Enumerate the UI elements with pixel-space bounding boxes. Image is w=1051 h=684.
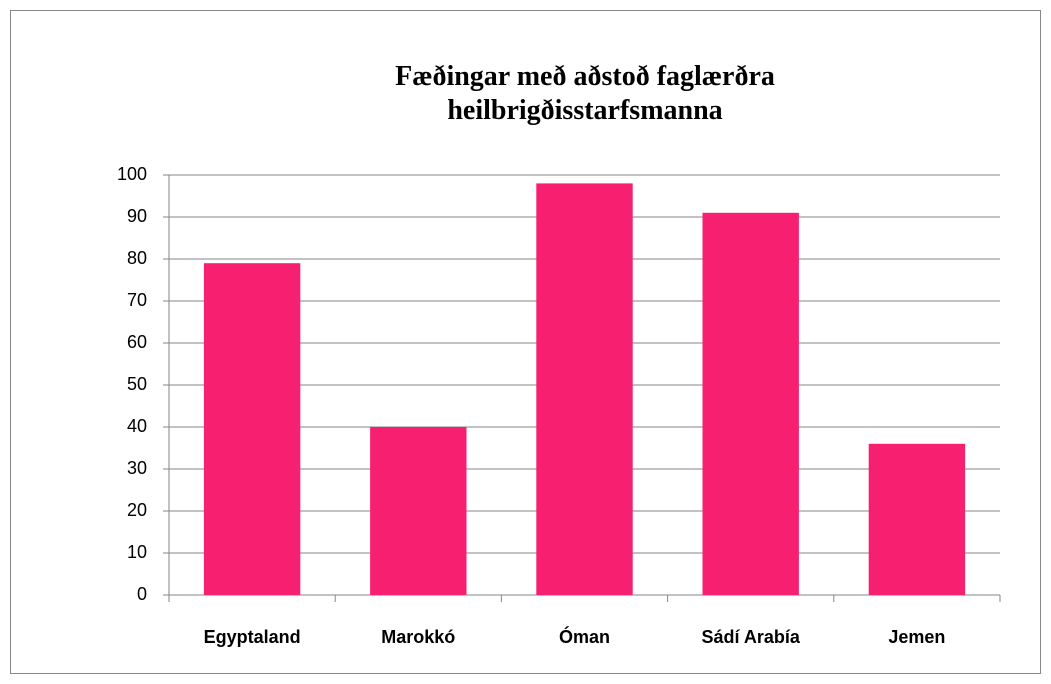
x-tick-label: Jemen <box>888 627 945 647</box>
y-tick-label: 80 <box>127 248 147 268</box>
y-tick-label: 90 <box>127 206 147 226</box>
chart-title: Fæðingar með aðstoð faglærðra heilbrigði… <box>395 61 775 126</box>
x-tick-label: Sádí Arabía <box>702 627 801 647</box>
bar <box>370 427 467 595</box>
bar <box>868 443 966 595</box>
y-tick-label: 50 <box>127 374 147 394</box>
x-tick-label: Marokkó <box>381 627 455 647</box>
y-tick-label: 10 <box>127 542 147 562</box>
y-tick-label: 70 <box>127 290 147 310</box>
chart-border <box>10 10 1041 674</box>
y-tick-label: 40 <box>127 416 147 436</box>
y-tick-label: 20 <box>127 500 147 520</box>
y-tick-label: 100 <box>117 164 147 184</box>
x-tick-label: Egyptaland <box>204 627 301 647</box>
bar <box>203 263 301 595</box>
bar <box>536 183 633 595</box>
y-tick-label: 30 <box>127 458 147 478</box>
bar <box>702 212 799 596</box>
y-tick-label: 0 <box>137 584 147 604</box>
x-tick-label: Óman <box>559 626 610 647</box>
y-tick-label: 60 <box>127 332 147 352</box>
